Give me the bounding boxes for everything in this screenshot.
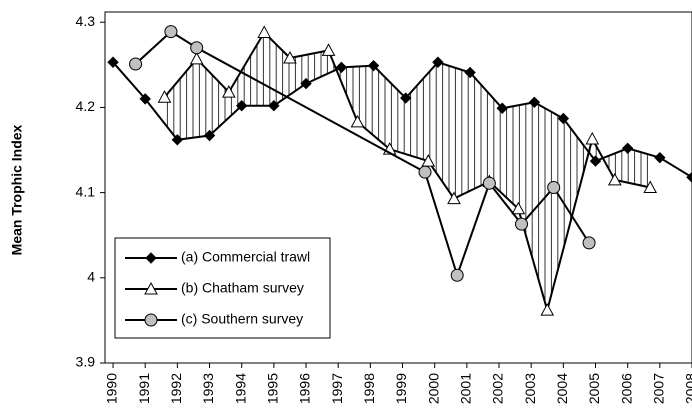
marker (283, 50, 297, 64)
x-tick-label: 1994 (232, 373, 248, 404)
marker (547, 181, 561, 194)
marker (621, 142, 634, 155)
marker (418, 165, 432, 179)
x-tick-label: 2002 (490, 373, 506, 404)
y-tick-label: 4 (87, 269, 95, 285)
plot-frame (104, 11, 692, 364)
x-tick-label: 1998 (361, 373, 377, 404)
marker (654, 151, 666, 164)
line (163, 30, 651, 314)
marker (482, 176, 496, 190)
marker (164, 25, 178, 39)
marker (203, 129, 216, 142)
marker (607, 172, 622, 186)
legend-label: (b) Chatham survey (181, 280, 304, 296)
marker (145, 252, 157, 264)
marker (432, 56, 444, 68)
x-tick-label: 2001 (458, 373, 474, 404)
marker (268, 100, 280, 112)
marker (190, 41, 204, 55)
marker (144, 281, 158, 295)
x-tick-label: 2007 (651, 373, 667, 404)
x-tick-label: 1996 (297, 373, 313, 404)
marker (582, 236, 596, 250)
marker (221, 85, 236, 98)
marker (528, 96, 541, 109)
x-tick-label: 2004 (554, 373, 570, 404)
marker (129, 57, 143, 71)
marker (511, 201, 526, 215)
marker (139, 93, 151, 105)
marker (257, 25, 272, 38)
x-tick-label: 2005 (586, 373, 602, 404)
marker (589, 155, 602, 167)
marker (450, 268, 464, 282)
hatch-area (164, 32, 651, 311)
marker (300, 77, 312, 90)
y-axis-label: Mean Trophic Index (9, 124, 25, 255)
marker (464, 66, 476, 79)
marker (335, 61, 348, 74)
y-tick-label: 3.9 (76, 354, 96, 370)
marker (350, 114, 365, 128)
x-tick-label: 1993 (200, 373, 216, 404)
x-tick-label: 1995 (265, 373, 281, 404)
marker (557, 112, 570, 125)
x-tick-label: 2006 (618, 373, 634, 404)
marker (235, 100, 248, 112)
marker (157, 90, 172, 103)
marker (107, 56, 119, 68)
marker (144, 313, 158, 327)
marker (585, 131, 600, 145)
legend-label: (c) Southern survey (181, 311, 303, 327)
x-tick-label: 2003 (522, 373, 538, 404)
x-tick-label: 1999 (393, 373, 409, 404)
marker (643, 180, 658, 193)
marker (496, 102, 508, 114)
marker (400, 92, 412, 104)
marker (686, 171, 692, 183)
x-tick-label: 1992 (168, 373, 184, 404)
marker (189, 51, 204, 65)
marker (447, 191, 461, 205)
legend-label: (a) Commercial trawl (181, 249, 310, 265)
marker (421, 154, 436, 167)
x-tick-label: 1990 (104, 373, 120, 404)
marker (367, 59, 380, 72)
marker (540, 303, 555, 316)
marker (171, 134, 184, 146)
marker (515, 217, 529, 231)
x-tick-label: 2000 (425, 373, 441, 404)
y-tick-label: 4.1 (76, 183, 96, 199)
x-tick-label: 1997 (329, 373, 345, 404)
y-tick-label: 4.2 (76, 98, 96, 114)
marker (321, 43, 336, 56)
x-tick-label: 2008 (683, 373, 692, 404)
x-tick-label: 1991 (136, 373, 152, 404)
y-tick-label: 4.3 (76, 13, 96, 29)
